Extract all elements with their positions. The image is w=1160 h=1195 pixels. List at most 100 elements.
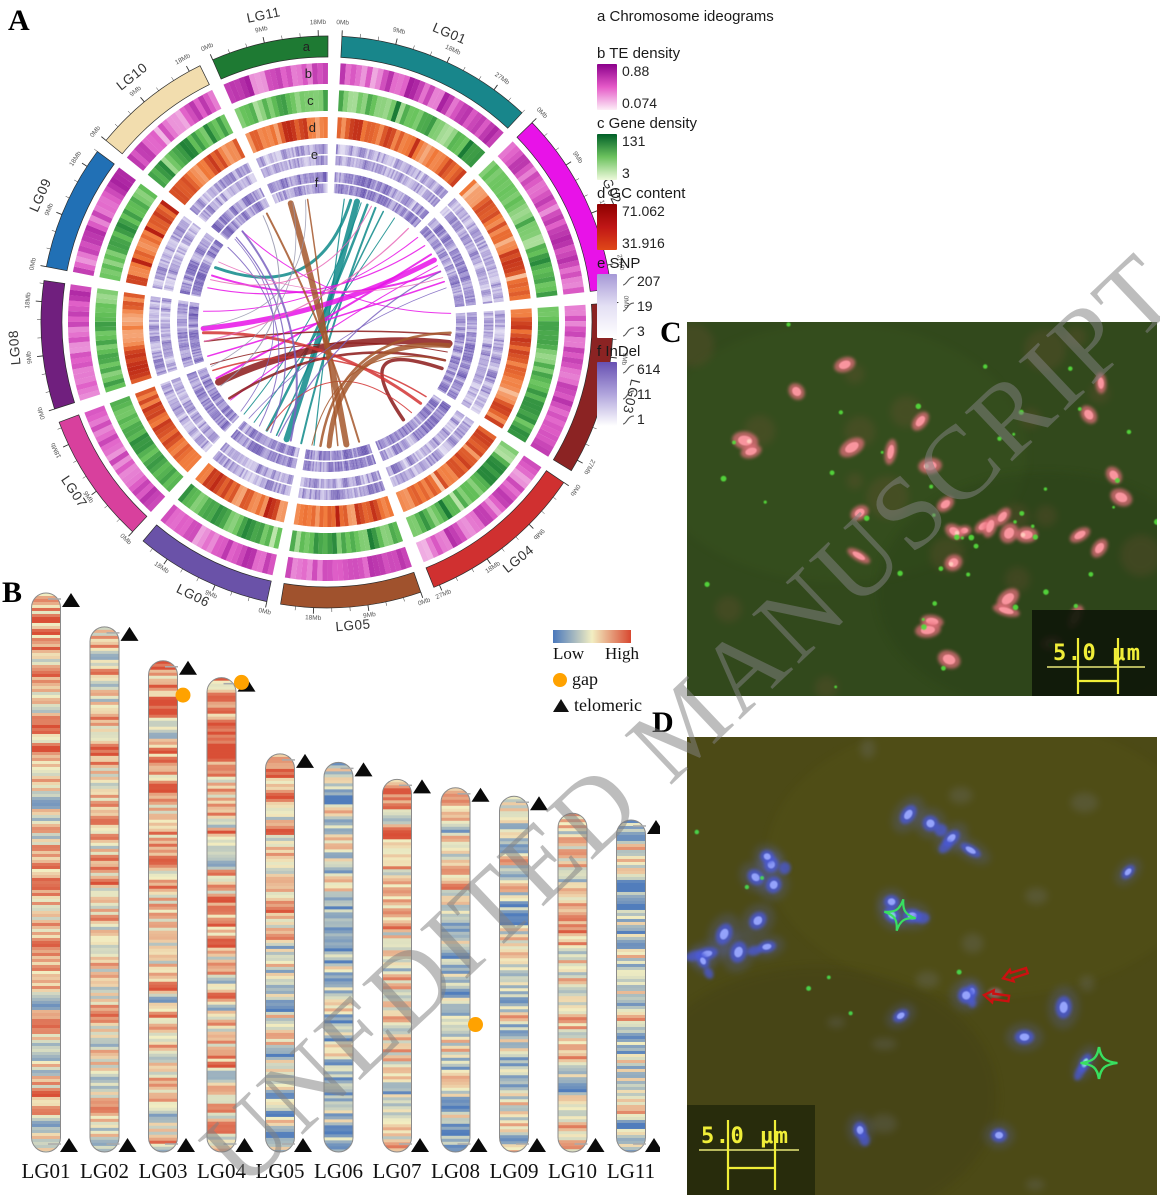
svg-text:LG11: LG11 <box>245 4 281 26</box>
svg-text:0Mb: 0Mb <box>28 257 37 271</box>
telomeric-marker-icon <box>553 699 569 712</box>
green-signal-dot <box>744 884 750 890</box>
legend-value: 3 <box>637 323 645 339</box>
chromosome-bar <box>207 677 236 1153</box>
legend-entry-title: c Gene density <box>597 115 698 132</box>
svg-text:f: f <box>315 175 319 190</box>
svg-text:18Mb: 18Mb <box>153 560 171 575</box>
svg-text:0Mb: 0Mb <box>89 124 103 139</box>
chromosome-label: LG03 <box>139 1159 188 1183</box>
red-signal-spot <box>918 457 942 474</box>
chromosome-label: LG07 <box>373 1159 422 1183</box>
telomere-marker <box>645 1138 663 1152</box>
panel-c-label: C <box>660 316 682 349</box>
svg-text:0Mb: 0Mb <box>535 106 549 120</box>
legend-value: 614 <box>637 361 661 377</box>
green-signal-dot <box>732 440 736 445</box>
green-signal-dot <box>1019 510 1025 516</box>
red-signal-spot <box>911 411 929 431</box>
curve-connector-icon <box>622 364 635 374</box>
green-signal-dot <box>763 500 767 504</box>
blue-chromosome-spot <box>758 869 789 901</box>
high-label: High <box>605 644 639 663</box>
svg-text:0Mb: 0Mb <box>622 295 630 308</box>
green-signal-dot <box>806 986 812 991</box>
legend-value: 31.916 <box>622 235 665 251</box>
gap-marker <box>468 1017 483 1033</box>
green-signal-dot <box>997 436 1002 441</box>
telomere-marker <box>120 626 139 641</box>
green-signal-dot <box>834 685 838 689</box>
red-signal-spot <box>1015 526 1038 543</box>
green-signal-dot <box>1043 487 1048 491</box>
blue-chromosome-spot <box>753 844 781 869</box>
panel-b-label: B <box>2 576 23 609</box>
green-signal-dot <box>1043 589 1049 595</box>
legend-gradient-swatch <box>597 274 617 338</box>
telomere-marker <box>60 1138 78 1152</box>
red-signal-spot <box>937 650 961 669</box>
green-signal-dot <box>704 581 710 587</box>
green-signal-dot <box>966 572 971 577</box>
red-signal-spot <box>1091 538 1108 558</box>
svg-text:9Mb: 9Mb <box>254 25 268 35</box>
chromosome-ideogram-panel: LG01 LG02 LG03 LG04 LG05 LG06 LG07 LG08 LG09 LG10… <box>0 578 665 1195</box>
gap-marker <box>234 674 249 690</box>
micrograph-d-svg: 5.0 μm <box>637 717 1160 1195</box>
legend-value: 19 <box>637 298 653 314</box>
chromosome-bar <box>382 779 412 1152</box>
green-signal-dot <box>1114 478 1120 483</box>
svg-text:27Mb: 27Mb <box>615 254 625 272</box>
blue-chromosome-spot <box>983 1122 1015 1149</box>
svg-text:9Mb: 9Mb <box>44 202 55 217</box>
green-signal-dot <box>1073 603 1079 609</box>
telomere-marker <box>294 1138 312 1152</box>
green-signal-dot <box>1077 407 1082 411</box>
heatmap-legend: Low High gap telomeric <box>553 630 642 716</box>
telomeric-label: telomeric <box>574 695 642 715</box>
legend-gradient-swatch <box>597 64 617 110</box>
svg-text:18Mb: 18Mb <box>68 150 83 168</box>
svg-text:9Mb: 9Mb <box>25 350 33 364</box>
svg-text:9Mb: 9Mb <box>392 26 406 36</box>
svg-text:a: a <box>303 39 311 54</box>
green-signal-dot <box>880 450 884 454</box>
green-signal-dot <box>1126 429 1132 435</box>
chromosome-label: LG02 <box>80 1159 129 1183</box>
green-signal-dot <box>932 513 936 517</box>
blue-chromosome-spot <box>691 947 715 979</box>
svg-text:LG01: LG01 <box>430 20 468 47</box>
legend-value: 0.074 <box>622 95 658 111</box>
blue-chromosome-spot <box>935 822 968 854</box>
red-signal-spot <box>834 356 856 373</box>
svg-text:18Mb: 18Mb <box>305 614 322 622</box>
chromosome-bar <box>616 819 646 1152</box>
legend-entry-e: e SNP 207 19 3 <box>597 255 847 338</box>
curve-connector-icon <box>622 327 635 337</box>
svg-text:18Mb: 18Mb <box>484 560 502 575</box>
red-signal-spot <box>993 507 1011 526</box>
blue-chromosome-spot <box>950 979 983 1012</box>
telomere-marker <box>469 1138 488 1152</box>
telomere-marker <box>296 753 314 768</box>
blue-chromosome-spot <box>886 1003 916 1029</box>
circos-plot: 0Mb9Mb18Mb27Mb0Mb9Mb18Mb27Mb0Mb9Mb18Mb27… <box>0 0 660 655</box>
circos-legend: a Chromosome ideograms b TE density 0.88 0… <box>597 8 847 431</box>
chromosome-label: LG11 <box>607 1159 655 1183</box>
scale-bar: 5.0 μm <box>687 1105 815 1195</box>
blue-chromosome-spot <box>746 935 785 959</box>
red-signal-spot <box>1110 488 1133 507</box>
telomere-marker <box>179 660 197 675</box>
legend-ideograms-label: a Chromosome ideograms <box>597 8 774 25</box>
red-signal-spot <box>884 439 897 465</box>
blue-chromosome-spot <box>722 931 755 973</box>
chromosome-bar <box>441 787 470 1152</box>
telomere-marker <box>471 787 490 802</box>
chromosome-label: LG06 <box>314 1159 363 1183</box>
chromosome-bar <box>90 626 119 1153</box>
green-signal-dot <box>1012 604 1019 611</box>
svg-text:18Mb: 18Mb <box>24 292 32 309</box>
green-signal-dot <box>960 536 964 540</box>
svg-text:LG08: LG08 <box>6 330 24 366</box>
